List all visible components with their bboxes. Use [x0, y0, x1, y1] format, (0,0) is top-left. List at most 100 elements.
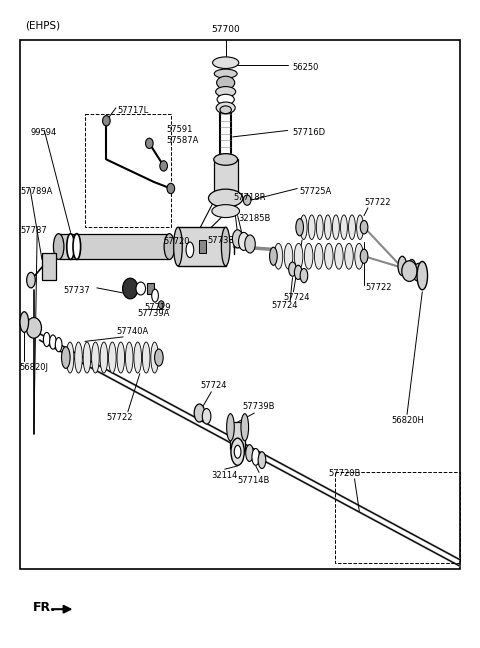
Ellipse shape	[67, 234, 74, 259]
Ellipse shape	[300, 215, 307, 240]
Text: 32114: 32114	[211, 471, 238, 480]
Circle shape	[412, 263, 426, 281]
Ellipse shape	[83, 342, 91, 373]
Text: 57724: 57724	[271, 301, 298, 310]
Ellipse shape	[417, 261, 428, 290]
Text: 56820H: 56820H	[392, 415, 425, 424]
Ellipse shape	[408, 259, 416, 279]
Circle shape	[158, 301, 164, 308]
Ellipse shape	[245, 235, 255, 253]
Bar	[214, 159, 238, 202]
Ellipse shape	[216, 102, 235, 113]
Ellipse shape	[66, 342, 74, 373]
Text: 57700: 57700	[211, 25, 240, 34]
Ellipse shape	[284, 244, 293, 269]
Ellipse shape	[294, 244, 303, 269]
Circle shape	[167, 183, 175, 194]
Bar	[178, 227, 226, 266]
Ellipse shape	[49, 335, 56, 349]
Text: 57722: 57722	[365, 283, 392, 292]
Ellipse shape	[246, 445, 253, 461]
Ellipse shape	[340, 215, 348, 240]
Ellipse shape	[212, 205, 240, 218]
Ellipse shape	[43, 332, 50, 347]
Ellipse shape	[241, 413, 249, 441]
Ellipse shape	[220, 156, 231, 163]
Ellipse shape	[234, 445, 241, 458]
Ellipse shape	[27, 272, 35, 288]
Ellipse shape	[294, 265, 302, 279]
Bar	[147, 283, 154, 294]
Ellipse shape	[55, 338, 62, 352]
Bar	[199, 240, 206, 253]
Ellipse shape	[232, 230, 243, 248]
Text: 32185B: 32185B	[239, 214, 271, 224]
Ellipse shape	[270, 248, 277, 265]
Text: 57740A: 57740A	[116, 327, 148, 336]
Bar	[85, 114, 171, 227]
Bar	[21, 40, 459, 569]
Text: FR.: FR.	[33, 601, 56, 614]
Text: 99594: 99594	[30, 128, 56, 137]
Ellipse shape	[296, 218, 303, 236]
Ellipse shape	[357, 215, 363, 240]
Text: 57722: 57722	[364, 198, 391, 207]
Bar	[336, 472, 459, 562]
Bar	[59, 234, 169, 259]
Circle shape	[26, 318, 41, 338]
Ellipse shape	[216, 76, 235, 89]
Ellipse shape	[20, 312, 29, 332]
Ellipse shape	[227, 413, 234, 441]
Text: 57717L: 57717L	[117, 106, 149, 115]
Ellipse shape	[155, 349, 163, 366]
Bar	[230, 422, 245, 449]
Text: 57789A: 57789A	[21, 187, 53, 196]
Text: (EHPS): (EHPS)	[25, 21, 60, 30]
Ellipse shape	[239, 233, 249, 250]
Ellipse shape	[75, 342, 82, 373]
Ellipse shape	[174, 227, 182, 266]
Text: 57725A: 57725A	[300, 187, 332, 196]
Text: 56820J: 56820J	[20, 363, 48, 372]
Ellipse shape	[214, 154, 238, 165]
Circle shape	[402, 260, 417, 281]
Ellipse shape	[134, 342, 142, 373]
Text: 57719: 57719	[144, 303, 171, 312]
Ellipse shape	[231, 438, 244, 465]
Ellipse shape	[300, 268, 308, 283]
Text: 57716D: 57716D	[292, 128, 325, 137]
Ellipse shape	[117, 342, 125, 373]
Bar	[42, 253, 56, 280]
Text: 57718R: 57718R	[234, 193, 266, 202]
Circle shape	[103, 115, 110, 126]
Ellipse shape	[216, 87, 236, 97]
Ellipse shape	[348, 215, 355, 240]
Text: 57720: 57720	[164, 237, 190, 246]
Ellipse shape	[53, 234, 64, 259]
Ellipse shape	[324, 215, 331, 240]
Ellipse shape	[360, 220, 368, 234]
Circle shape	[145, 138, 153, 148]
Text: 57737: 57737	[63, 286, 90, 295]
Ellipse shape	[194, 404, 204, 422]
Ellipse shape	[151, 342, 158, 373]
Circle shape	[136, 282, 145, 295]
Ellipse shape	[221, 227, 230, 266]
Ellipse shape	[92, 342, 99, 373]
Ellipse shape	[288, 262, 296, 276]
Ellipse shape	[252, 448, 260, 465]
Ellipse shape	[316, 215, 323, 240]
Circle shape	[243, 195, 251, 205]
Circle shape	[122, 278, 138, 299]
Ellipse shape	[214, 69, 237, 78]
Ellipse shape	[398, 256, 407, 275]
Ellipse shape	[345, 244, 353, 269]
Ellipse shape	[73, 234, 81, 259]
Text: 57720B: 57720B	[328, 469, 360, 478]
Ellipse shape	[335, 244, 343, 269]
Ellipse shape	[202, 408, 211, 424]
Ellipse shape	[61, 347, 70, 369]
Ellipse shape	[304, 244, 313, 269]
Text: 57787: 57787	[21, 226, 47, 235]
Ellipse shape	[274, 244, 283, 269]
